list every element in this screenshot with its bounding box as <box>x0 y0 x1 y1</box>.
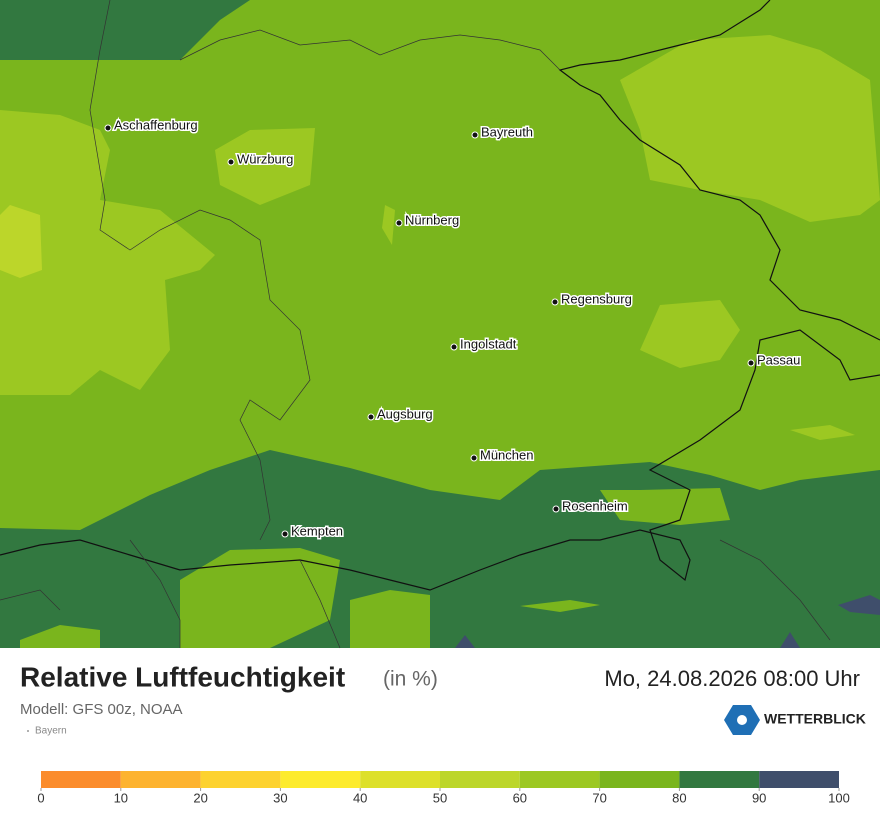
color-legend: 0 10 20 30 40 50 60 70 80 90 100 <box>37 771 850 805</box>
legend-tick-label: 70 <box>592 790 606 805</box>
city-name: Rosenheim <box>562 498 628 513</box>
city: Bayreuth <box>471 123 535 141</box>
city-dot <box>747 359 755 367</box>
legend-tick-label: 80 <box>672 790 686 805</box>
legend-segment <box>120 771 201 788</box>
legend-tick-label: 90 <box>752 790 766 805</box>
model: Modell: GFS 00z, NOAA <box>20 701 183 718</box>
legend-segment <box>280 771 361 788</box>
city: Aschaffenburg <box>104 116 199 134</box>
city-name: Ingolstadt <box>460 336 517 351</box>
city-dot <box>281 530 289 538</box>
city-name: Aschaffenburg <box>114 117 198 132</box>
city-name: München <box>480 447 533 462</box>
legend-segment <box>200 771 281 788</box>
map <box>0 0 880 649</box>
city-dot <box>104 124 112 132</box>
legend-tick-label: 40 <box>353 790 367 805</box>
legend-segment <box>41 771 121 788</box>
logo-sun <box>737 715 747 725</box>
city: Augsburg <box>367 405 434 423</box>
legend-segment <box>519 771 600 788</box>
legend-segment <box>360 771 440 788</box>
city-name: Nürnberg <box>405 212 459 227</box>
legend-segment <box>679 771 760 788</box>
city: München <box>470 446 535 464</box>
city-name: Bayreuth <box>481 124 533 139</box>
legend-segment <box>599 771 680 788</box>
city: Rosenheim <box>552 497 629 515</box>
legend-segment <box>759 771 839 788</box>
footer: Relative Luftfeuchtigkeit (in %) Modell:… <box>20 661 866 736</box>
city-name: Passau <box>757 352 800 367</box>
title: Relative Luftfeuchtigkeit <box>20 661 345 692</box>
legend-tick-label: 10 <box>114 790 128 805</box>
brand: WETTERBLICK <box>764 711 866 727</box>
legend-tick-label: 60 <box>513 790 527 805</box>
city: Regensburg <box>551 290 633 308</box>
city-name: Kempten <box>291 523 343 538</box>
city: Ingolstadt <box>450 335 518 353</box>
city: Würzburg <box>227 150 295 168</box>
city-dot <box>227 158 235 166</box>
legend-tick-label: 20 <box>193 790 207 805</box>
city-dot <box>395 219 403 227</box>
city-dot <box>551 298 559 306</box>
city-dot <box>471 131 479 139</box>
legend-tick-label: 100 <box>828 790 850 805</box>
city-dot <box>470 454 478 462</box>
city-labels: Aschaffenburg Würzburg Bayreuth Nürnberg Reg… <box>104 116 802 540</box>
region: Bayern <box>35 726 67 737</box>
legend-tick-label: 0 <box>37 790 44 805</box>
city: Nürnberg <box>395 211 461 229</box>
city-name: Würzburg <box>237 151 293 166</box>
city-name: Augsburg <box>377 406 433 421</box>
unit: (in %) <box>383 668 438 691</box>
city-name: Regensburg <box>561 291 632 306</box>
city-dot <box>367 413 375 421</box>
city: Kempten <box>281 522 345 540</box>
legend-segment <box>440 771 520 788</box>
legend-tick-label: 50 <box>433 790 447 805</box>
city-dot <box>450 343 458 351</box>
city-dot <box>552 505 560 513</box>
bullet <box>27 730 29 732</box>
city: Passau <box>747 351 802 369</box>
date: Mo, 24.08.2026 08:00 Uhr <box>604 666 860 691</box>
legend-tick-label: 30 <box>273 790 287 805</box>
